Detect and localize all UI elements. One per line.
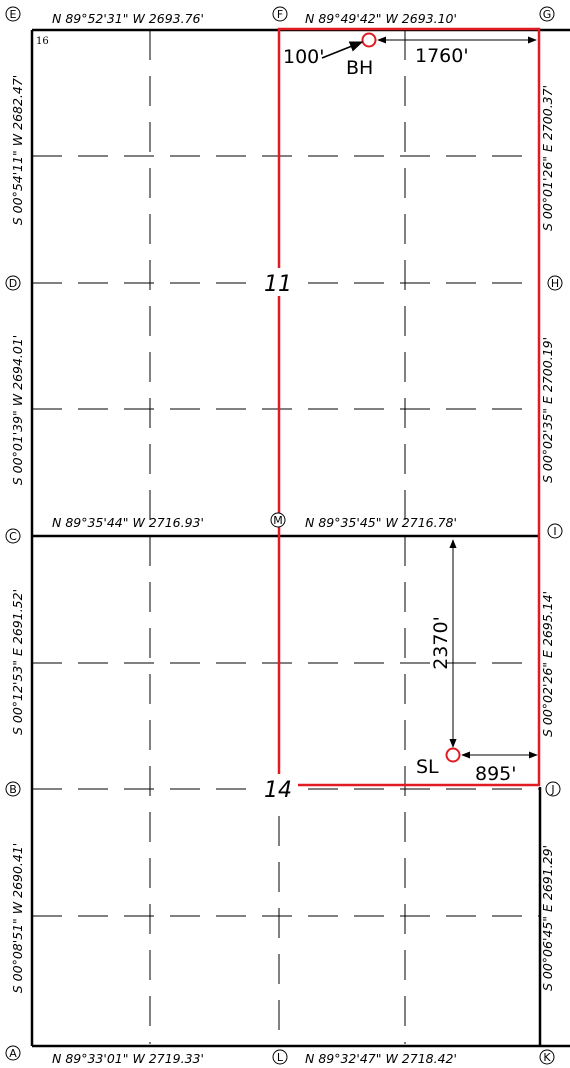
bearing-left-upper: S 00°54'11" W 2682.47': [10, 75, 25, 226]
corner-node-e: E: [5, 6, 21, 22]
corner-label-d: D: [9, 277, 17, 290]
bearing-left-mid-lower: S 00°12'53" E 2691.52': [10, 589, 25, 735]
corner-label-m: M: [273, 514, 283, 527]
bearing-mid-left: N 89°35'44" W 2716.93': [52, 515, 204, 530]
bearing-left-mid-upper: S 00°01'39" W 2694.01': [10, 335, 25, 486]
bearing-left-lower: S 00°08'51" W 2690.41': [10, 843, 25, 994]
corner-node-i: I: [547, 523, 563, 539]
corner-node-k: K: [539, 1049, 555, 1065]
corner-label-l: L: [277, 1051, 284, 1064]
label-surface-location: SL: [416, 756, 439, 778]
corner-node-h: H: [547, 275, 563, 291]
corner-section-number: 16: [36, 36, 49, 47]
bearing-top-right: N 89°49'42" W 2693.10': [305, 11, 457, 26]
bearing-right-lower: S 00°06'45" E 2691.29': [540, 845, 555, 991]
corner-node-d: D: [5, 275, 21, 291]
bearing-mid-right: N 89°35'45" W 2716.78': [305, 515, 457, 530]
bearing-right-mid-lower: S 00°02'26" E 2695.14': [540, 591, 555, 737]
section-number-lower: 14: [264, 778, 292, 803]
dimension-sl-east: 895': [475, 763, 517, 785]
corner-label-a: A: [9, 1047, 17, 1060]
bearing-right-upper: S 00°01'26" E 2700.37': [540, 85, 555, 231]
corner-node-b: B: [5, 781, 21, 797]
corner-nodes: E F G D H C M I B J A L K: [5, 6, 563, 1065]
corner-label-f: F: [277, 8, 283, 21]
corner-label-i: I: [553, 525, 556, 538]
label-bottom-hole: BH: [346, 57, 373, 79]
corner-label-c: C: [9, 530, 17, 543]
corner-label-j: J: [550, 783, 554, 796]
bearing-right-mid-upper: S 00°02'35" E 2700.19': [540, 337, 555, 483]
corner-node-c: C: [5, 528, 21, 544]
corner-label-h: H: [551, 277, 559, 290]
bearing-top-left: N 89°52'31" W 2693.76': [52, 11, 204, 26]
corner-node-m: M: [270, 512, 286, 528]
vertical-bearings: S 00°54'11" W 2682.47' S 00°01'39" W 269…: [10, 75, 555, 994]
bh-leader-arrow: [321, 41, 364, 59]
lease-outline: [277, 27, 541, 787]
corner-node-l: L: [272, 1049, 288, 1065]
dimension-bh-north: 100': [283, 46, 325, 68]
bearing-bottom-right: N 89°32'47" W 2718.42': [305, 1051, 457, 1066]
bearing-bottom-left: N 89°33'01" W 2719.33': [52, 1051, 204, 1066]
section-number-upper: 11: [264, 272, 292, 297]
corner-node-a: A: [5, 1045, 21, 1061]
bottom-hole-marker: [361, 32, 377, 48]
surface-location-marker: [445, 747, 461, 763]
corner-label-k: K: [543, 1051, 551, 1064]
corner-label-b: B: [9, 783, 17, 796]
section-label-bg-upper: [258, 268, 298, 296]
corner-node-g: G: [539, 6, 555, 22]
dimension-sl-north: 2370': [430, 616, 452, 670]
corner-label-g: G: [543, 8, 552, 21]
corner-node-j: J: [545, 781, 561, 797]
section-boundaries: [30, 28, 570, 1048]
corner-node-f: F: [272, 6, 288, 22]
dimension-bh-east: 1760': [415, 45, 469, 67]
section-label-bg-lower: [258, 774, 298, 802]
corner-label-e: E: [10, 8, 17, 21]
horizontal-bearings: N 89°52'31" W 2693.76' N 89°49'42" W 269…: [52, 11, 457, 1066]
